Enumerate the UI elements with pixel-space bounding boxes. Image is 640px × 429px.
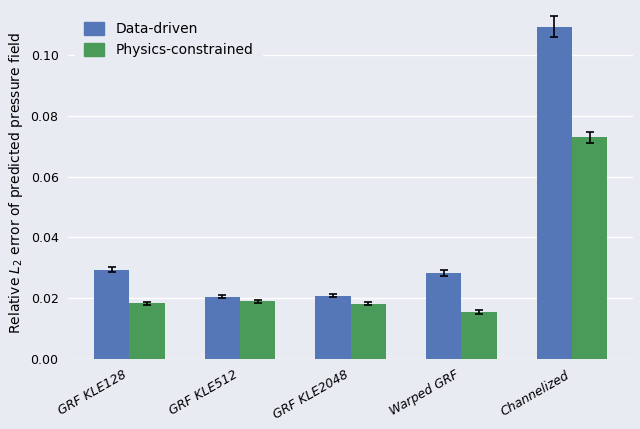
- Bar: [205, 296, 240, 359]
- Bar: [316, 296, 351, 359]
- Bar: [426, 273, 461, 359]
- Bar: [536, 27, 572, 359]
- Legend: Data-driven, Physics-constrained: Data-driven, Physics-constrained: [75, 14, 262, 66]
- Bar: [572, 137, 607, 359]
- Bar: [240, 301, 275, 359]
- Bar: [461, 312, 497, 359]
- Y-axis label: Relative $L_2$ error of predicted pressure field: Relative $L_2$ error of predicted pressu…: [7, 32, 25, 334]
- Bar: [129, 303, 164, 359]
- Bar: [94, 270, 129, 359]
- Bar: [351, 304, 386, 359]
